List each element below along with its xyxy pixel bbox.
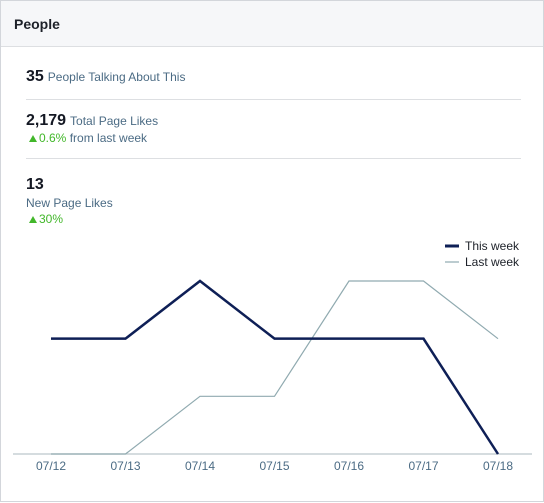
total-likes-delta-suffix: from last week — [70, 131, 147, 145]
total-likes-count: 2,179 — [26, 112, 66, 129]
new-likes-delta: 30% — [29, 212, 521, 226]
new-likes-delta-value: 30% — [39, 212, 63, 226]
new-likes-stat: 13 New Page Likes 30% — [26, 176, 521, 228]
x-tick-label: 07/18 — [483, 459, 513, 473]
up-arrow-icon — [29, 216, 37, 223]
x-tick-label: 07/13 — [110, 459, 140, 473]
panel-header: People — [1, 1, 543, 47]
new-likes-count: 13 — [26, 176, 521, 194]
series-line-last-week — [51, 281, 498, 454]
total-likes-delta-value: 0.6% — [39, 131, 66, 145]
total-likes-stat: 2,179 Total Page Likes 0.6% from last wee… — [26, 111, 521, 159]
total-likes-label[interactable]: Total Page Likes — [70, 114, 158, 128]
new-likes-label[interactable]: New Page Likes — [26, 196, 521, 210]
x-tick-label: 07/16 — [334, 459, 364, 473]
up-arrow-icon — [29, 135, 37, 142]
talking-label[interactable]: People Talking About This — [48, 70, 186, 84]
legend-label: This week — [465, 239, 520, 253]
x-tick-label: 07/14 — [185, 459, 215, 473]
panel-title: People — [14, 16, 60, 32]
legend-label: Last week — [465, 255, 520, 269]
series-line-this-week — [51, 281, 498, 454]
x-tick-label: 07/17 — [408, 459, 438, 473]
talking-count: 35 — [26, 68, 44, 85]
total-likes-delta: 0.6% from last week — [29, 131, 521, 145]
likes-line-chart: 07/12 07/13 07/14 07/15 07/16 07/17 07/18 This … — [1, 233, 544, 503]
x-tick-label: 07/12 — [36, 459, 66, 473]
x-tick-label: 07/15 — [259, 459, 289, 473]
talking-about-stat: 35 People Talking About This — [26, 67, 521, 100]
